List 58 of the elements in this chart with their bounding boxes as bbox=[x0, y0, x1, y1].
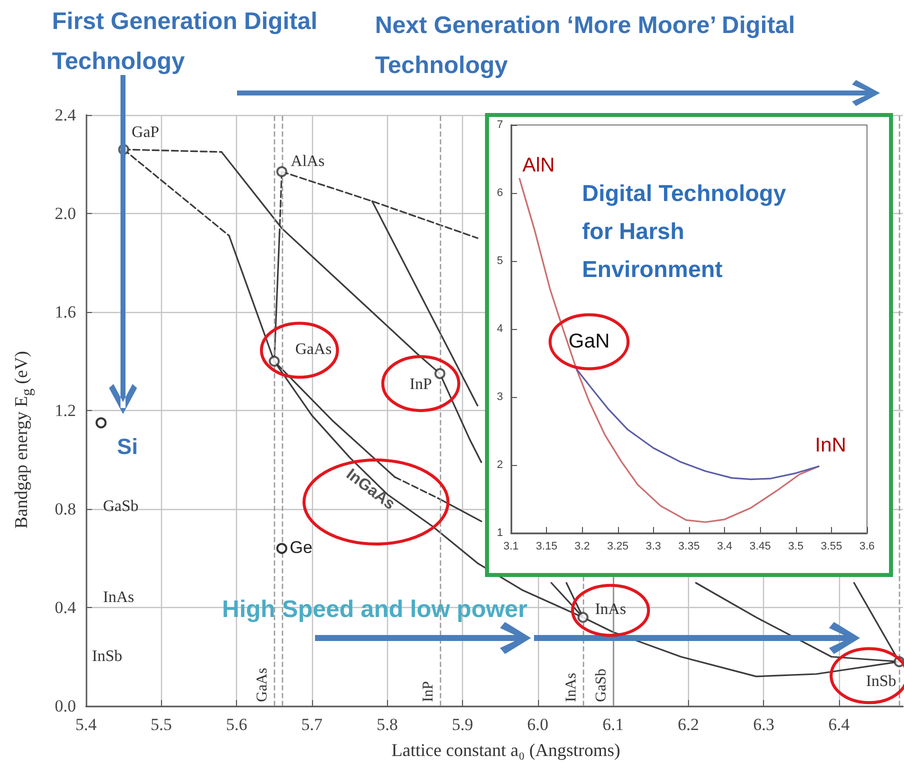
y-tick-label: 3 bbox=[496, 391, 503, 403]
y-tick-label: 6 bbox=[496, 187, 503, 199]
annotation: GaSb bbox=[103, 498, 139, 516]
y-tick-label: 7 bbox=[496, 119, 503, 131]
y-tick-label: 0.4 bbox=[54, 598, 76, 617]
annotation: InSb bbox=[866, 672, 896, 691]
ref-line-label: GaAs bbox=[254, 668, 271, 702]
annotation: InAs bbox=[103, 589, 134, 607]
annotation: AlN bbox=[522, 154, 555, 178]
ref-line-label: InP bbox=[420, 681, 436, 702]
y-tick-label: 0.8 bbox=[54, 500, 76, 518]
y-tick-label: 1.6 bbox=[54, 302, 76, 322]
y-tick-label: 0.0 bbox=[54, 696, 76, 716]
x-tick-label: 5.6 bbox=[226, 715, 248, 734]
x-tick-label: 3.15 bbox=[536, 540, 558, 552]
x-tick-label: 3.3 bbox=[646, 540, 662, 552]
x-tick-label: 3.55 bbox=[820, 540, 842, 552]
text: Next Generation ‘More Moore’ Digital Technology bbox=[375, 11, 796, 81]
annotation: AlAs bbox=[290, 152, 325, 171]
x-tick-label: 3.45 bbox=[749, 540, 771, 552]
annotation: High Speed and low power bbox=[222, 596, 528, 624]
x-axis-title: Lattice constant a₀ (Angstroms) bbox=[392, 740, 620, 760]
annotation: Ge bbox=[290, 538, 312, 558]
x-tick-label: 3.6 bbox=[859, 540, 875, 552]
annotation: InN bbox=[815, 434, 846, 458]
text: First Generation Digital Technology bbox=[52, 7, 318, 77]
x-tick-label: 6.1 bbox=[602, 715, 624, 734]
y-tick-label: 5 bbox=[496, 255, 503, 267]
y-tick-label: 2.0 bbox=[54, 204, 76, 223]
x-tick-label: 3.35 bbox=[678, 540, 700, 552]
x-tick-label: 3.5 bbox=[788, 540, 804, 552]
x-tick-label: 6.4 bbox=[828, 715, 850, 734]
annotation: GaN bbox=[568, 330, 610, 354]
y-tick-label: 2 bbox=[496, 459, 503, 471]
x-tick-label: 3.2 bbox=[574, 540, 590, 552]
y-tick-label: 1 bbox=[496, 527, 503, 539]
annotation: InSb bbox=[92, 648, 122, 666]
x-tick-label: 5.5 bbox=[150, 715, 172, 734]
annotation: GaP bbox=[132, 124, 160, 142]
ref-line-label: GaSb bbox=[594, 668, 610, 702]
x-tick-label: 5.7 bbox=[301, 715, 324, 734]
x-tick-label: 5.9 bbox=[452, 715, 474, 734]
x-tick-label: 5.4 bbox=[75, 715, 98, 734]
x-tick-label: 6.0 bbox=[527, 715, 548, 734]
y-tick-label: 1.2 bbox=[54, 401, 76, 420]
x-tick-label: 6.2 bbox=[678, 715, 700, 734]
y-tick-label: 2.4 bbox=[54, 106, 76, 124]
x-tick-label: 6.3 bbox=[753, 715, 774, 734]
annotation: Digital Technology for Harsh Environment bbox=[582, 179, 788, 284]
x-tick-label: 5.8 bbox=[376, 715, 398, 734]
ref-line-label: InAs bbox=[563, 672, 580, 702]
annotation: InP bbox=[410, 376, 432, 394]
x-tick-label: 3.25 bbox=[607, 540, 629, 552]
x-tick-label: 3.4 bbox=[716, 540, 732, 552]
annotation: Si bbox=[117, 434, 138, 460]
x-tick-label: 3.1 bbox=[503, 540, 519, 552]
y-tick-label: 4 bbox=[496, 323, 503, 335]
annotation: GaAs bbox=[295, 341, 332, 360]
